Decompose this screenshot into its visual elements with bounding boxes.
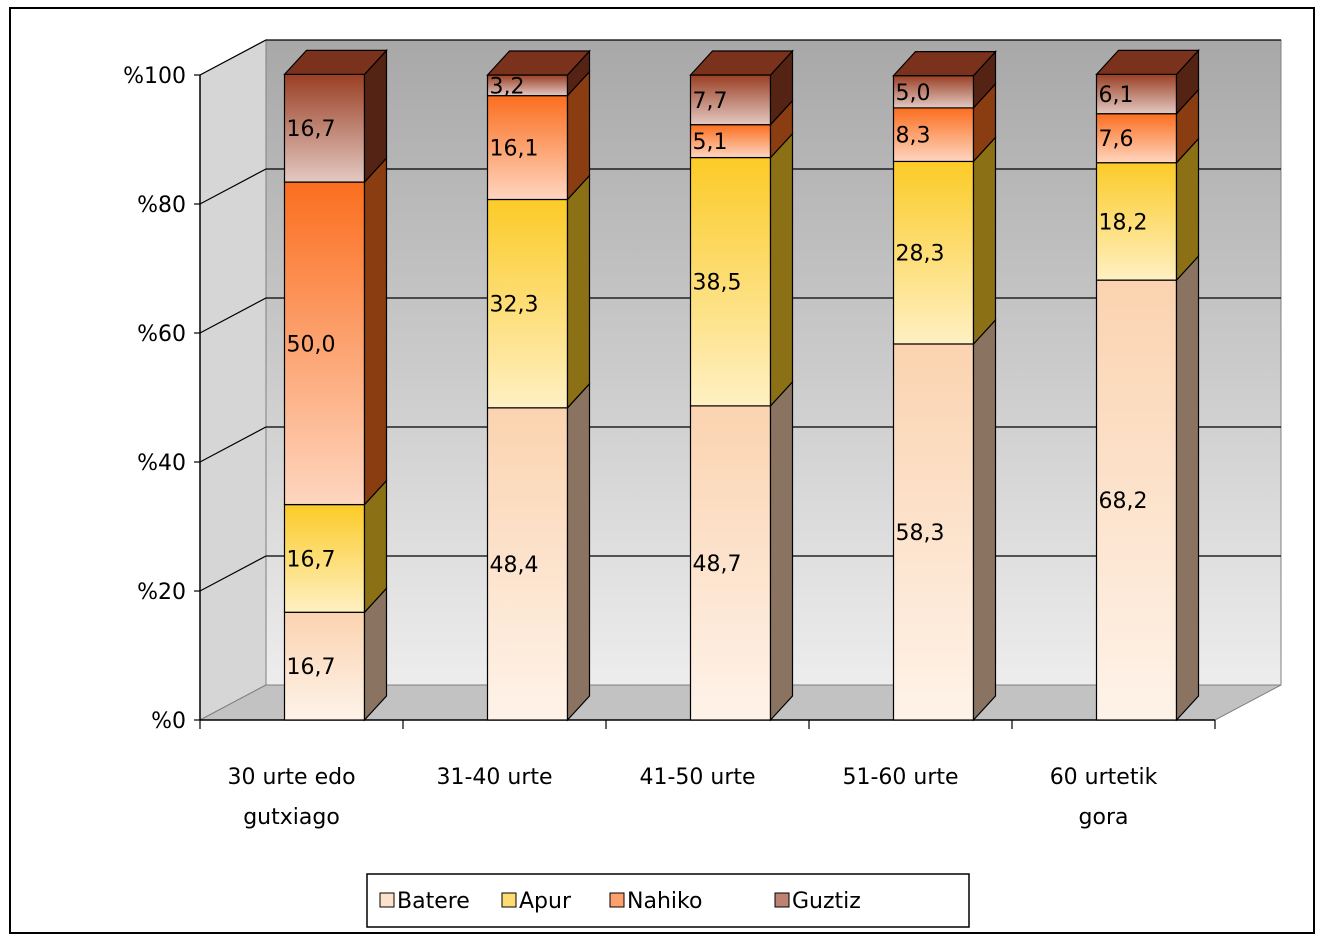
data-label: 5,0 xyxy=(896,81,931,106)
bar-segment xyxy=(689,74,772,126)
legend-entry-label: Batere xyxy=(397,889,470,914)
y-tick-label: %100 xyxy=(123,64,186,89)
x-tick-label: 31-40 urte xyxy=(436,765,552,790)
bar-top xyxy=(486,50,591,76)
data-label: 5,1 xyxy=(693,130,728,155)
x-tick-label: 30 urte edo xyxy=(227,765,355,790)
legend-swatch xyxy=(501,892,517,908)
data-label: 6,1 xyxy=(1099,83,1134,108)
bar-top xyxy=(1095,49,1200,76)
legend: Batere Apur Nahiko Guztiz xyxy=(366,873,970,928)
side-wall xyxy=(199,39,267,721)
bar-segment-side xyxy=(972,135,997,346)
bar-segment xyxy=(689,156,772,407)
bar-top xyxy=(283,49,388,76)
bar-segment-side xyxy=(363,156,388,507)
bar-stack xyxy=(486,49,591,722)
x-tick-label: gora xyxy=(1079,805,1129,830)
data-label: 16,7 xyxy=(287,117,336,142)
legend-entry-label: Nahiko xyxy=(627,889,702,914)
legend-entry-label: Apur xyxy=(519,889,572,914)
bar-segment-side xyxy=(566,173,591,410)
bar-stack xyxy=(283,48,388,722)
bar-segment xyxy=(283,611,366,721)
data-label: 38,5 xyxy=(693,271,742,296)
data-label: 3,2 xyxy=(490,74,525,99)
bar-segment xyxy=(486,407,569,721)
bar-top xyxy=(689,50,794,76)
legend-entry-label: Guztiz xyxy=(792,889,861,914)
bar-segment xyxy=(486,95,569,201)
data-label: 8,3 xyxy=(896,124,931,149)
bar-segment-side xyxy=(972,318,997,722)
data-label: 48,4 xyxy=(490,553,539,578)
legend-swatch xyxy=(609,892,625,908)
data-label: 16,7 xyxy=(287,655,336,680)
data-label: 16,7 xyxy=(287,547,336,572)
data-label: 18,2 xyxy=(1099,210,1148,235)
bar-segment-side xyxy=(769,132,794,408)
bar-top xyxy=(892,50,997,77)
bar-segment xyxy=(486,198,569,409)
y-tick-label: %0 xyxy=(151,709,186,734)
bar-segment xyxy=(689,405,772,721)
axes: %0 %20 %40 %60 %80 %100 30 urte edo gutxiago 31-… xyxy=(123,64,1216,830)
legend-box xyxy=(366,873,970,928)
data-label: 32,3 xyxy=(490,293,539,318)
x-tick-label: 51-60 urte xyxy=(842,765,958,790)
data-label: 28,3 xyxy=(896,242,945,267)
y-tick-label: %80 xyxy=(137,193,186,218)
bar-segment xyxy=(283,503,366,613)
bar-segment-side xyxy=(769,380,794,722)
gridline xyxy=(199,39,1281,76)
bar-segment xyxy=(892,160,975,345)
y-tick-label: %60 xyxy=(137,322,186,347)
legend-swatch xyxy=(774,892,790,908)
data-label: 16,1 xyxy=(490,137,539,162)
y-tick-label: %20 xyxy=(137,580,186,605)
data-label: 68,2 xyxy=(1099,489,1148,514)
data-label: 7,7 xyxy=(693,89,728,114)
x-tick-label: 60 urtetik xyxy=(1050,765,1158,790)
bar-stack xyxy=(892,50,997,722)
bar-segment-side xyxy=(566,382,591,722)
bar-segment xyxy=(283,181,366,506)
bars xyxy=(283,48,1200,722)
data-label: 48,7 xyxy=(693,552,742,577)
legend-swatch xyxy=(379,892,395,908)
bar-stack xyxy=(689,49,794,722)
x-tick-label: gutxiago xyxy=(243,805,340,830)
bar-segment xyxy=(1095,279,1178,721)
x-tick-label: 41-50 urte xyxy=(639,765,755,790)
data-label: 50,0 xyxy=(287,332,336,357)
data-label: 58,3 xyxy=(896,521,945,546)
bar-stack xyxy=(1095,48,1200,722)
bar-segment xyxy=(1095,162,1178,281)
data-labels: 16,7 16,7 50,0 16,7 48,4 32,3 16,1 3,2 48,7 38,5 5… xyxy=(287,74,1148,680)
data-label: 7,6 xyxy=(1099,127,1134,152)
bar-segment xyxy=(1095,113,1178,164)
bar-segment-side xyxy=(1175,254,1200,722)
y-tick-label: %40 xyxy=(137,451,186,476)
